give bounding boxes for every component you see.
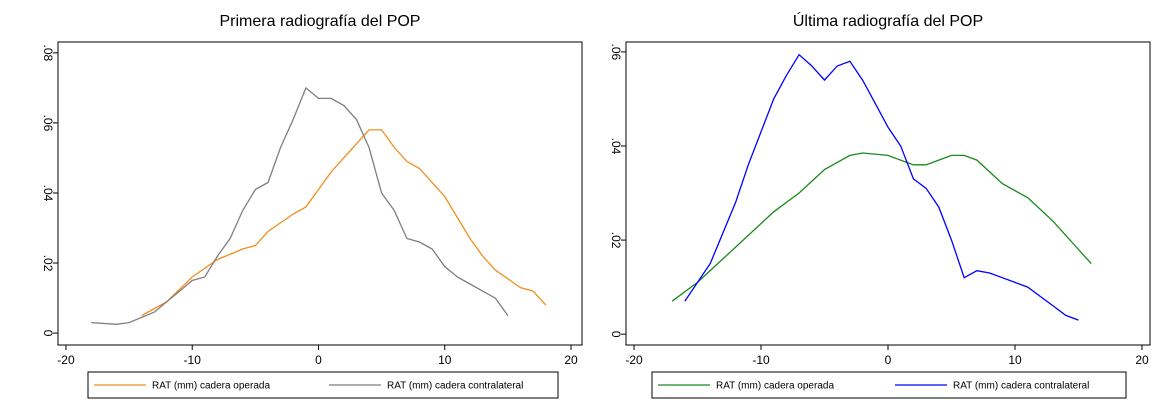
y-tick-label: .06 [41, 115, 55, 132]
y-tick-label: .02 [41, 255, 55, 272]
legend-label: RAT (mm) cadera operada [716, 381, 834, 392]
x-tick-label: 10 [1008, 353, 1022, 367]
x-tick-label: 0 [885, 353, 892, 367]
x-tick-label: -20 [57, 353, 75, 367]
data-line [141, 129, 547, 317]
plot-area [57, 41, 583, 346]
x-tick-label: 20 [1135, 353, 1149, 367]
legend [87, 371, 559, 399]
legend [651, 371, 1127, 399]
data-line [91, 86, 509, 325]
y-tick-label: 0 [41, 330, 55, 337]
legend-label: RAT (mm) cadera contralateral [387, 381, 523, 392]
x-tick-label: 20 [564, 353, 578, 367]
legend-label: RAT (mm) cadera contralateral [953, 381, 1089, 392]
y-tick-label: .04 [41, 185, 55, 202]
y-tick-label: 0 [609, 331, 623, 338]
x-tick-label: -10 [184, 353, 202, 367]
data-line [671, 152, 1092, 302]
plot-area [625, 41, 1151, 346]
x-tick-label: 10 [438, 353, 452, 367]
x-tick-label: -10 [752, 353, 770, 367]
y-tick-label: .06 [609, 44, 623, 61]
data-line [684, 53, 1079, 321]
x-tick-label: -20 [625, 353, 643, 367]
y-tick-label: .04 [609, 138, 623, 155]
y-tick-label: .02 [609, 232, 623, 249]
legend-label: RAT (mm) cadera operada [152, 381, 270, 392]
chart-title: Primera radiografía del POP [220, 13, 421, 30]
y-tick-label: .08 [41, 45, 55, 62]
x-tick-label: 0 [315, 353, 322, 367]
chart-title: Última radiografía del POP [793, 11, 983, 30]
